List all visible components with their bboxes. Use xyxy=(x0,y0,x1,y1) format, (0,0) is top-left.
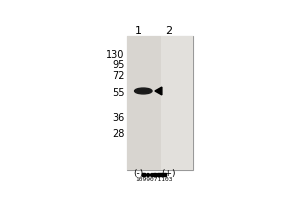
Bar xyxy=(127,36,161,170)
Bar xyxy=(164,173,165,176)
Bar xyxy=(158,173,159,176)
Text: 72: 72 xyxy=(112,71,125,81)
Text: 1099071103: 1099071103 xyxy=(135,177,172,182)
Text: (+): (+) xyxy=(162,169,176,178)
Text: 1: 1 xyxy=(135,26,142,36)
Bar xyxy=(127,36,193,170)
Bar xyxy=(144,173,146,176)
Bar xyxy=(153,173,154,176)
Bar xyxy=(162,173,164,176)
Bar xyxy=(157,173,158,176)
Text: 36: 36 xyxy=(112,113,125,123)
Bar xyxy=(160,173,161,176)
Bar xyxy=(161,173,162,176)
Bar xyxy=(159,173,160,176)
Text: 95: 95 xyxy=(112,60,125,70)
Text: (-): (-) xyxy=(134,169,144,178)
Bar xyxy=(161,36,193,170)
Text: 28: 28 xyxy=(112,129,125,139)
Text: 2: 2 xyxy=(165,26,172,36)
Bar xyxy=(155,173,156,176)
Bar xyxy=(151,173,152,176)
Bar xyxy=(165,173,166,176)
Bar xyxy=(142,173,143,176)
Text: 55: 55 xyxy=(112,88,125,98)
Polygon shape xyxy=(155,87,162,95)
Bar xyxy=(147,173,148,176)
Text: 130: 130 xyxy=(106,50,125,60)
Ellipse shape xyxy=(135,88,152,94)
